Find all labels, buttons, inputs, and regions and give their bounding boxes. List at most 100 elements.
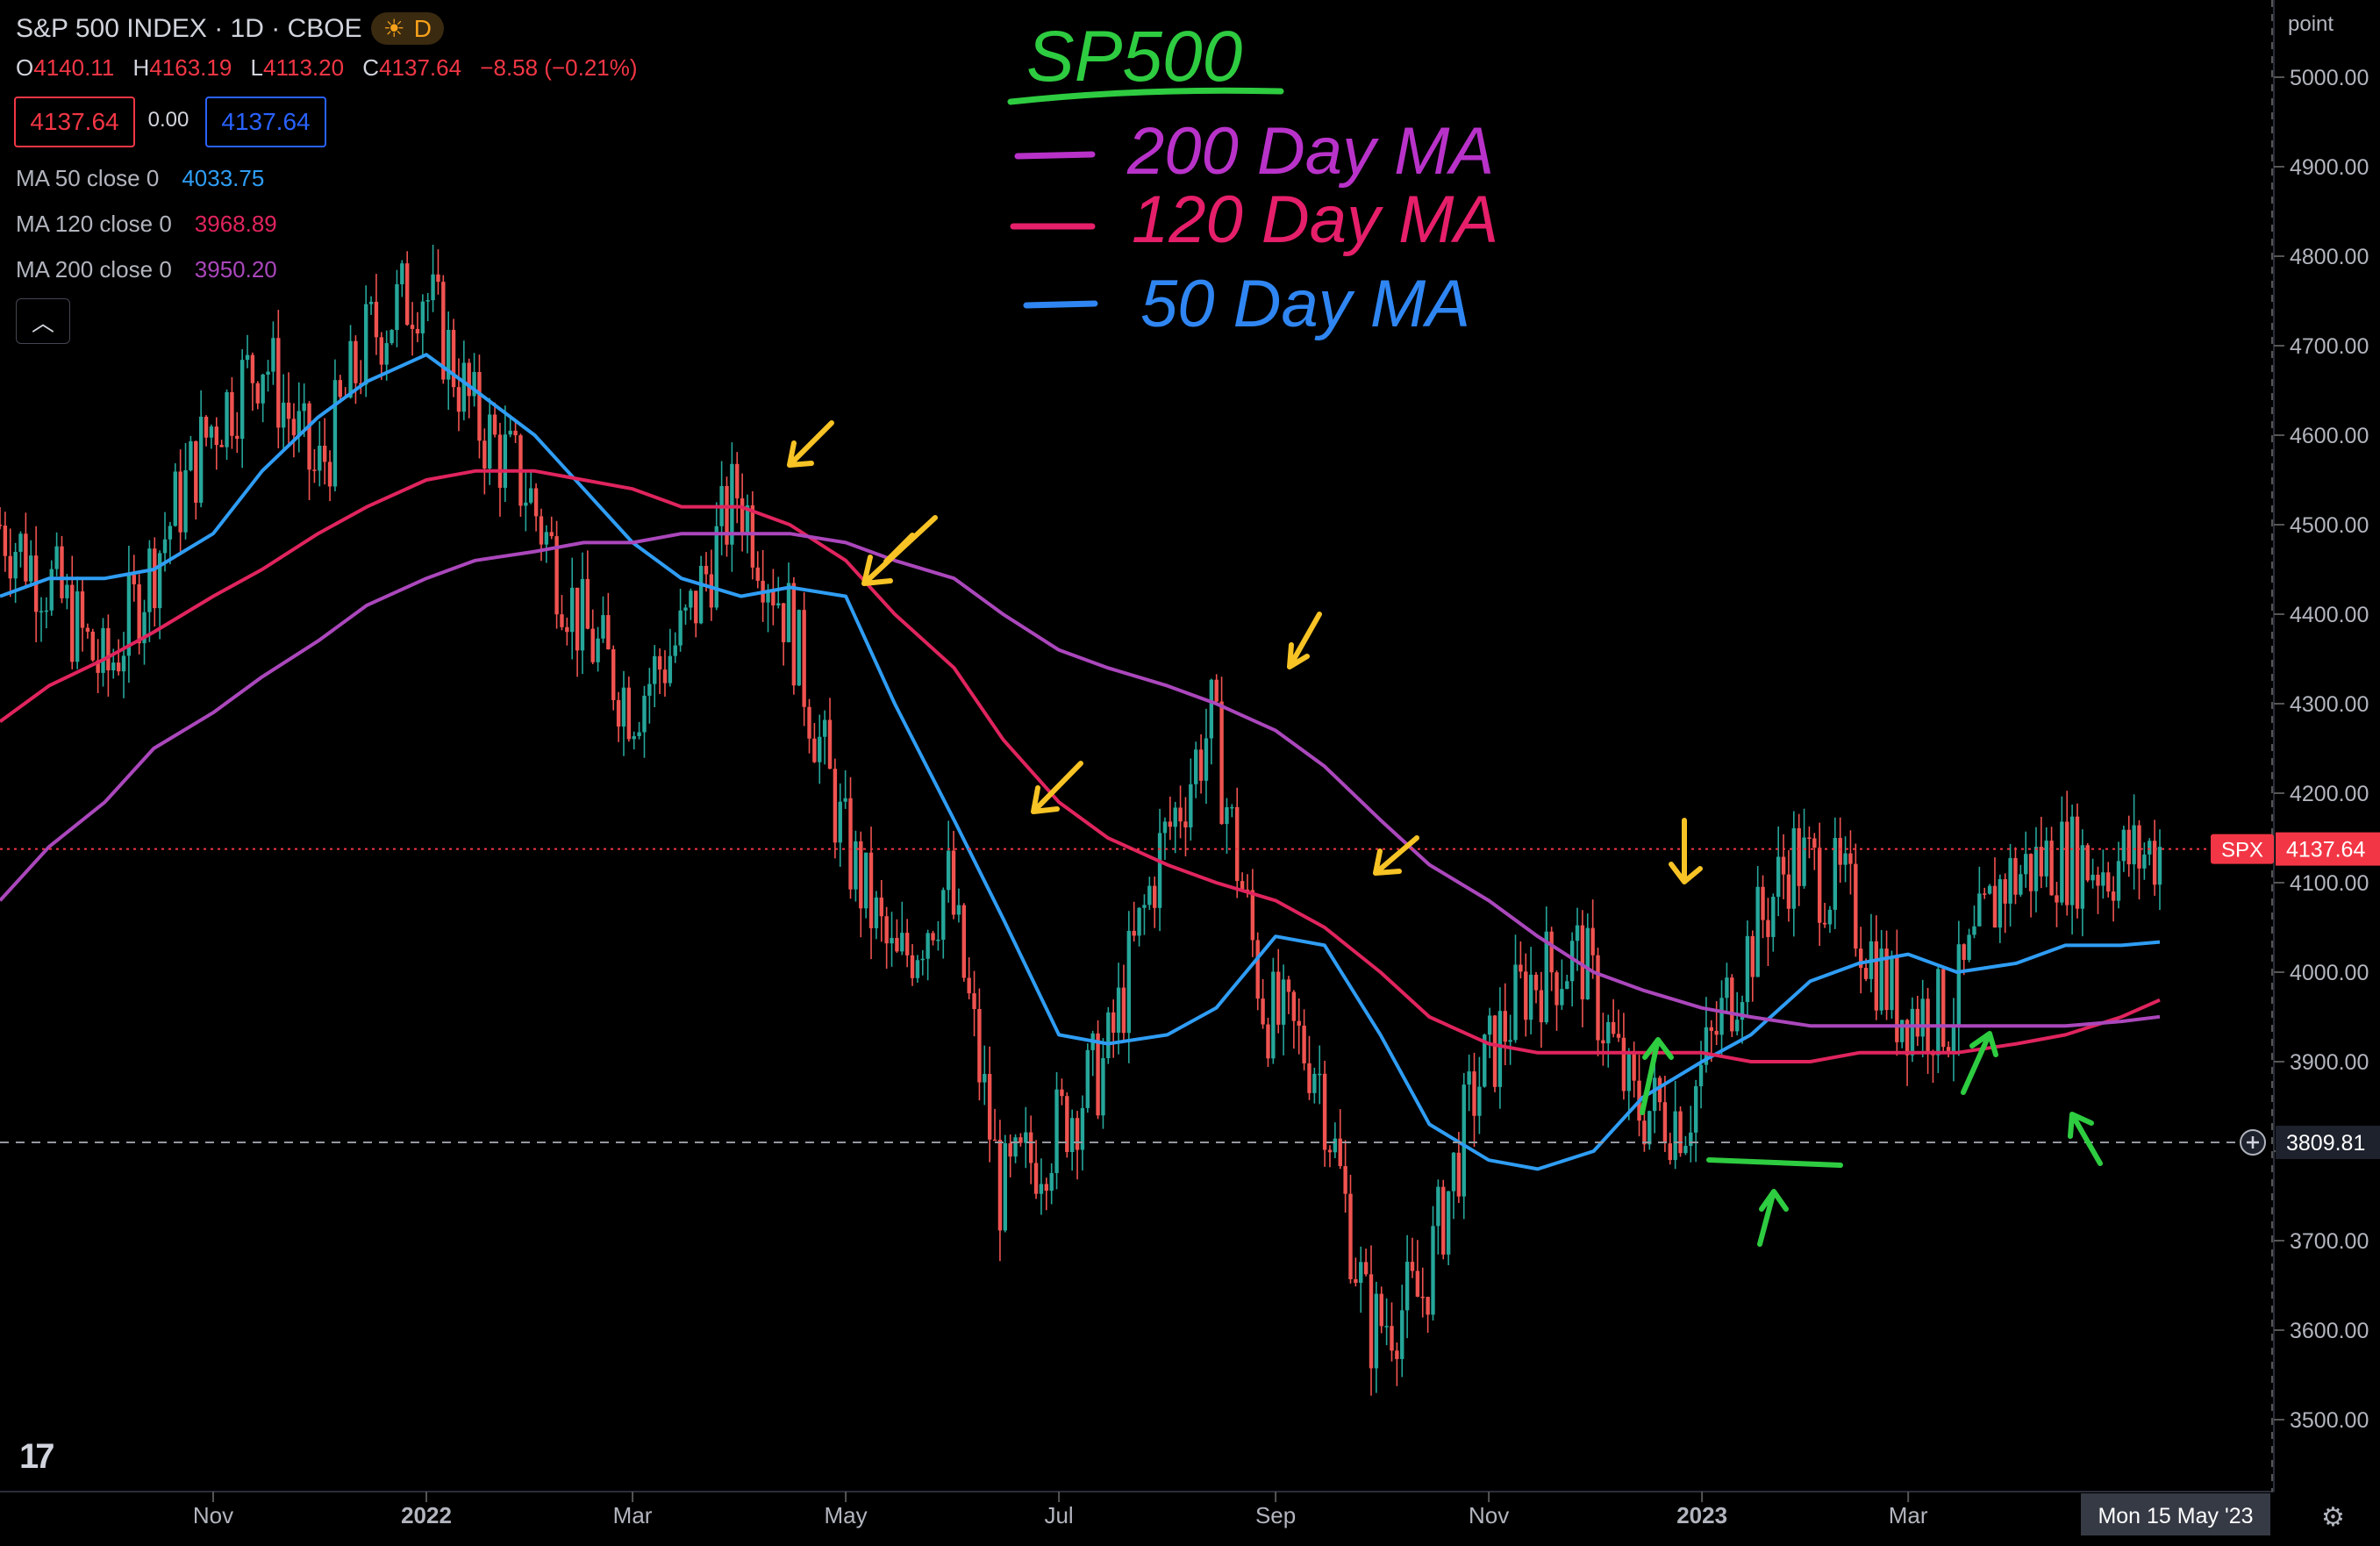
candle-body: [1642, 1120, 1647, 1145]
candle-body: [642, 695, 647, 733]
price-tick-label: 3700.00: [2290, 1229, 2369, 1254]
candle-body: [0, 525, 3, 526]
ma-line: [0, 469, 2161, 1063]
candle-body: [997, 1140, 1003, 1231]
price-tick-label: 4000.00: [2290, 961, 2369, 985]
price-axis-unit: point: [2288, 12, 2334, 36]
candle-body: [653, 655, 657, 684]
candle-body: [1606, 1021, 1611, 1044]
candle-body: [1286, 979, 1291, 992]
indicator-ma200[interactable]: MA 200 close 0 3950.20: [16, 256, 277, 283]
candle-body: [740, 497, 745, 534]
buy-price-button[interactable]: 4137.64: [205, 97, 326, 147]
candle-body: [250, 354, 255, 383]
candle-body: [549, 532, 554, 537]
indicator-ma50[interactable]: MA 50 close 0 4033.75: [16, 165, 265, 191]
candle-body: [1740, 1002, 1745, 1020]
candle-body: [2003, 879, 2007, 904]
symbol-title[interactable]: S&P 500 INDEX · 1D · CBOE: [16, 13, 362, 43]
candle-body: [482, 440, 487, 469]
candle-body: [904, 933, 910, 956]
market-status-badge[interactable]: ☀ D: [370, 12, 444, 45]
candle-body: [1111, 1012, 1116, 1033]
candle-body: [116, 662, 121, 672]
candle-body: [601, 615, 605, 639]
candle-body: [2019, 874, 2023, 895]
candle-body: [910, 955, 915, 978]
candle-body: [967, 977, 971, 994]
candle-body: [327, 462, 332, 487]
candle-body: [467, 362, 471, 397]
candle-body: [1987, 885, 1992, 894]
candle-body: [972, 993, 976, 1009]
candle-body: [338, 380, 343, 397]
candle-body: [111, 662, 116, 671]
candle-body: [987, 1073, 992, 1140]
candle-body: [1142, 905, 1147, 908]
candle-body: [1621, 1037, 1626, 1092]
spread-value: 0.00: [147, 108, 189, 132]
settings-gear-icon[interactable]: ⚙: [2321, 1503, 2345, 1532]
symbol-header[interactable]: S&P 500 INDEX · 1D · CBOE ☀ D: [16, 12, 444, 45]
candle-body: [915, 960, 920, 978]
candle-body: [1513, 964, 1518, 1041]
candle-body: [2152, 841, 2157, 885]
collapse-legend-button[interactable]: ︿: [16, 298, 70, 344]
candle-body: [1750, 935, 1755, 977]
handwritten-annotations: SP500 200 Day MA 120 Day MA 50 Day MA: [1007, 17, 1498, 341]
candle-body: [1544, 931, 1548, 1023]
candle-body: [714, 526, 718, 608]
crosshair-time-tag: [2081, 1493, 2270, 1535]
candle-body: [1734, 1020, 1740, 1032]
candle-body: [946, 850, 951, 891]
candle-body: [513, 430, 518, 436]
candle-body: [1049, 1172, 1054, 1192]
candle-body: [230, 391, 234, 436]
candle-body: [168, 526, 173, 540]
candle-body: [1689, 1132, 1693, 1146]
candle-body: [786, 583, 791, 642]
candle-body: [956, 905, 961, 915]
candle-body: [322, 445, 327, 462]
candle-body: [560, 614, 564, 627]
candle-body: [1668, 1143, 1672, 1161]
candle-body: [1565, 981, 1569, 990]
candle-body: [1920, 998, 1925, 1037]
time-tick-label: Nov: [1469, 1502, 1509, 1528]
candle-body: [854, 841, 858, 890]
candle-body: [2013, 857, 2018, 895]
tradingview-logo-icon[interactable]: 17: [19, 1437, 54, 1476]
candle-body: [302, 403, 306, 412]
handwritten-title: SP500: [1026, 17, 1242, 97]
candle-body: [1281, 979, 1286, 1025]
candle-body: [776, 603, 781, 606]
candle-body: [1018, 1137, 1023, 1143]
candle-body: [802, 610, 806, 707]
candle-body: [286, 402, 291, 419]
candle-body: [1714, 1030, 1719, 1035]
candle-body: [606, 615, 611, 649]
current-symbol-label: SPX: [2221, 839, 2263, 862]
crosshair-time-label: Mon 15 May '23: [2098, 1504, 2253, 1528]
candle-body: [1198, 749, 1204, 781]
candle-body: [24, 533, 28, 582]
candle-body: [508, 430, 512, 435]
candle-body: [39, 611, 44, 612]
sell-price-button[interactable]: 4137.64: [14, 97, 135, 147]
candle-body: [1745, 935, 1750, 1003]
price-tick-label: 4600.00: [2290, 424, 2369, 448]
candle-body: [1266, 1024, 1270, 1059]
candle-body: [214, 426, 218, 446]
indicator-ma120[interactable]: MA 120 close 0 3968.89: [16, 211, 277, 237]
price-tick-label: 5000.00: [2290, 66, 2369, 90]
candle-body: [266, 371, 270, 375]
candle-body: [332, 380, 338, 487]
candle-body: [657, 655, 662, 670]
candle-body: [363, 304, 368, 385]
candle-body: [1704, 1027, 1709, 1065]
candle-body: [2142, 854, 2147, 869]
candle-body: [415, 328, 420, 333]
candle-body: [1519, 964, 1523, 972]
